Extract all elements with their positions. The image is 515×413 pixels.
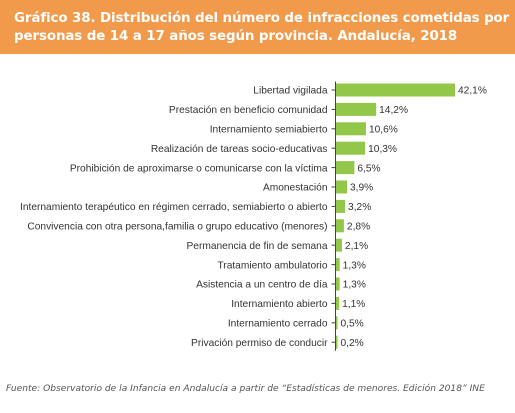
bar [336,277,340,291]
chart-title-line-2: personas de 14 a 17 años según provincia… [14,29,458,44]
category-label: Asistencia a un centro de día [196,280,328,291]
category-label: Prestación en beneficio comunidad [169,105,328,116]
data-label: 0,5% [341,319,364,330]
data-label: 6,5% [357,163,380,174]
data-label: 1,3% [343,280,366,291]
bar [336,102,377,116]
category-label: Internamiento cerrado [228,319,328,330]
category-label: Internamiento terapéutico en régimen cer… [20,202,328,213]
bar-chart: Libertad vigilada 42,1% Prestación en bene… [20,81,487,351]
bar [336,83,455,97]
data-label: 2,8% [347,222,370,233]
bar [336,219,344,233]
category-label: Libertad vigilada [253,86,328,97]
bar [336,258,340,272]
category-label: Permanencia de fin de semana [186,241,327,252]
category-label: Amonestación [263,183,328,194]
chart-title-line-1: Gráfico 38. Distribución del número de i… [14,11,510,26]
bar [336,180,348,194]
data-label: 10,6% [369,125,398,136]
category-label: Convivencia con otra persona,familia o g… [27,222,327,233]
chart-header: Gráfico 38. Distribución del número de i… [0,0,515,54]
data-label: 3,9% [350,183,373,194]
bar [336,122,366,136]
bar [336,238,342,252]
bar [336,335,338,349]
source-note: Fuente: Observatorio de la Infancia en A… [6,384,485,394]
category-label: Realización de tareas socio-educativas [151,144,328,155]
bar [336,296,340,310]
data-label: 3,2% [348,202,371,213]
bar [336,199,346,213]
category-label: Internamiento abierto [231,299,328,310]
category-label: Privación permiso de conducir [191,338,328,349]
data-label: 0,2% [341,338,364,349]
category-label: Internamiento semiabierto [210,125,328,136]
data-label: 1,3% [343,260,366,271]
data-label: 2,1% [345,241,368,252]
data-label: 1,1% [342,299,365,310]
category-label: Tratamiento ambulatorio [217,260,327,271]
category-label: Prohibición de aproximarse o comunicarse… [70,163,328,174]
bar [336,161,355,175]
data-label: 10,3% [368,144,397,155]
bar [336,141,366,155]
data-label: 42,1% [458,86,487,97]
data-label: 14,2% [379,105,408,116]
bar [336,316,338,330]
